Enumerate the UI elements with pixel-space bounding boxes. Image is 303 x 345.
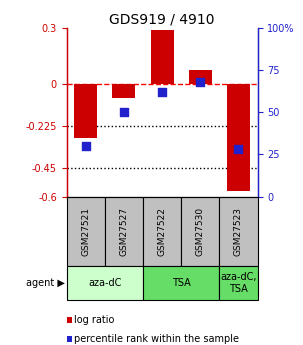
Bar bbox=[219, 266, 258, 300]
Text: log ratio: log ratio bbox=[74, 315, 115, 325]
Text: agent ▶: agent ▶ bbox=[26, 278, 65, 288]
Bar bbox=[67, 197, 105, 266]
Text: aza-dC,
TSA: aza-dC, TSA bbox=[220, 272, 257, 294]
Point bbox=[122, 109, 126, 115]
Text: GSM27523: GSM27523 bbox=[234, 207, 243, 256]
Text: percentile rank within the sample: percentile rank within the sample bbox=[74, 334, 239, 344]
Text: aza-dC: aza-dC bbox=[88, 278, 122, 288]
Bar bbox=[112, 84, 135, 98]
Point bbox=[236, 147, 241, 152]
Bar bbox=[189, 70, 212, 84]
Bar bbox=[67, 266, 143, 300]
Text: GSM27521: GSM27521 bbox=[81, 207, 90, 256]
Text: TSA: TSA bbox=[172, 278, 191, 288]
Point bbox=[160, 89, 165, 95]
Bar bbox=[151, 30, 174, 84]
Point bbox=[83, 143, 88, 149]
Text: GSM27527: GSM27527 bbox=[119, 207, 128, 256]
Title: GDS919 / 4910: GDS919 / 4910 bbox=[109, 12, 215, 27]
Bar bbox=[74, 84, 97, 138]
Text: GSM27530: GSM27530 bbox=[196, 207, 205, 256]
Bar bbox=[219, 197, 258, 266]
Bar bbox=[143, 266, 219, 300]
Bar bbox=[105, 197, 143, 266]
Bar bbox=[181, 197, 219, 266]
Point bbox=[198, 79, 203, 85]
Bar bbox=[143, 197, 181, 266]
Bar bbox=[227, 84, 250, 191]
Text: GSM27522: GSM27522 bbox=[158, 207, 167, 256]
